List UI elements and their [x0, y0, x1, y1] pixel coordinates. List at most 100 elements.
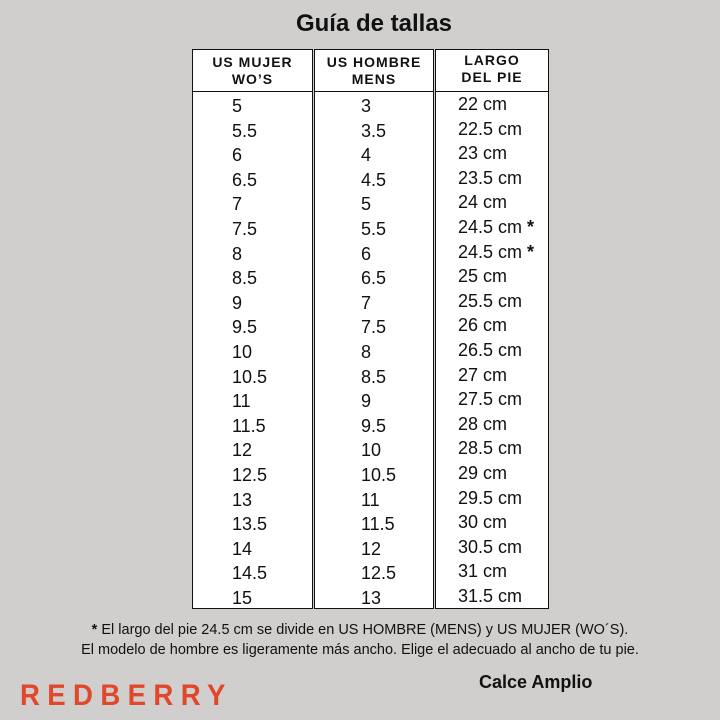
cell-value: 22.5 cm: [458, 118, 523, 139]
table-cell: 22 cm: [436, 92, 548, 117]
cell-value: 25.5 cm: [458, 290, 523, 311]
table-cell: 26 cm: [436, 313, 548, 338]
table-cell: 23.5 cm: [436, 166, 548, 191]
table-cell: 31 cm: [436, 559, 548, 584]
table-cell: 28 cm: [436, 412, 548, 437]
cell-value: 9: [232, 292, 243, 313]
cell-value: 5: [232, 96, 243, 116]
header-line: WO’S: [231, 70, 274, 87]
cell-value: 23 cm: [458, 143, 508, 164]
table-cell: 5.5: [193, 119, 312, 144]
header-us-mujer: US MUJER WO’S: [192, 49, 313, 92]
table-cell: 10: [193, 340, 312, 365]
cell-value: 9.5: [232, 317, 258, 338]
cell-value: 12: [361, 538, 382, 559]
cell-value: 30.5 cm: [458, 536, 523, 557]
cell-value: 28 cm: [458, 413, 508, 434]
cell-value: 14.5: [232, 563, 268, 584]
cell-value: 26 cm: [458, 315, 508, 336]
cell-value: 10: [361, 440, 382, 461]
cell-value: 4.5: [361, 169, 387, 190]
table-cell: 14: [193, 537, 312, 562]
cell-value: 5: [361, 194, 372, 215]
table-cell: 12: [315, 537, 433, 562]
table-cell: 26.5 cm: [436, 338, 548, 363]
table-cell: 30 cm: [436, 510, 548, 535]
table-cell: 5.5: [315, 217, 433, 242]
cell-value: 10.5: [361, 464, 397, 485]
table-cell: 13.5: [193, 512, 312, 537]
table-cell: 3: [315, 94, 433, 119]
cell-value: 31 cm: [458, 561, 508, 582]
column-us-hombre: 3 3.5 4 4.5 5 5.5 6 6.5 7 7.5 8 8.5 9 9.5 10 10.5 11 11.5…: [314, 91, 434, 609]
cell-value: 13: [232, 489, 253, 510]
table-cell: 6.5: [193, 168, 312, 193]
table-cell: 9.5: [193, 315, 312, 340]
cell-value: 24.5 cm: [458, 241, 523, 262]
table-cell: 11.5: [315, 512, 433, 537]
table-cell: 7: [193, 192, 312, 217]
asterisk-mark: *: [527, 241, 535, 262]
header-largo-pie: LARGO DEL PIE: [435, 49, 549, 92]
table-cell: 6.5: [315, 266, 433, 291]
cell-value: 27 cm: [458, 364, 508, 385]
table-cell: 4.5: [315, 168, 433, 193]
table-cell: 8.5: [193, 266, 312, 291]
table-cell: 24.5 cm *: [436, 215, 548, 240]
asterisk-mark: *: [527, 216, 535, 237]
cell-value: 22 cm: [458, 94, 508, 114]
cell-value: 13.5: [232, 514, 268, 535]
cell-value: 4: [361, 145, 372, 166]
footnote-text: El largo del pie 24.5 cm se divide en US…: [97, 622, 629, 638]
table-cell: 9: [193, 291, 312, 316]
table-cell: 27.5 cm: [436, 387, 548, 412]
table-cell: 31.5 cm: [436, 584, 548, 609]
table-cell: 23 cm: [436, 141, 548, 166]
cell-value: 8: [361, 341, 372, 362]
table-cell: 11: [315, 488, 433, 513]
cell-value: 6.5: [232, 169, 258, 190]
header-line: DEL PIE: [461, 69, 523, 85]
fit-label: Calce Amplio: [479, 672, 593, 692]
table-cell: 5: [193, 94, 312, 119]
table-cell: 7: [315, 291, 433, 316]
table-cell: 11.5: [193, 414, 312, 439]
table-cell: 8: [315, 340, 433, 365]
table-cell: 29.5 cm: [436, 486, 548, 511]
table-cell: 11: [193, 389, 312, 414]
table-cell: 7.5: [315, 315, 433, 340]
cell-value: 29.5 cm: [458, 487, 523, 508]
table-cell: 12.5: [193, 463, 312, 488]
table-cell: 24.5 cm *: [436, 240, 548, 265]
cell-value: 10.5: [232, 366, 268, 387]
page-title: Guía de tallas: [295, 10, 453, 37]
column-largo-pie: 22 cm 22.5 cm 23 cm 23.5 cm 24 cm 24.5 cm * 24…: [435, 91, 549, 609]
table-cell: 24 cm: [436, 190, 548, 215]
cell-value: 6: [361, 243, 372, 264]
cell-value: 3: [361, 96, 372, 116]
cell-value: 24.5 cm: [458, 216, 523, 237]
cell-value: 11.5: [232, 415, 266, 436]
cell-value: 26.5 cm: [458, 339, 523, 360]
asterisk: *: [91, 622, 98, 638]
table-cell: 7.5: [193, 217, 312, 242]
header-us-hombre: US HOMBRE MENS: [314, 49, 434, 92]
table-cell: 25.5 cm: [436, 289, 548, 314]
table-cell: 6: [315, 242, 433, 267]
cell-value: 23.5 cm: [458, 167, 523, 188]
cell-value: 12.5: [361, 563, 397, 584]
cell-value: 25 cm: [458, 266, 508, 287]
table-cell: 22.5 cm: [436, 117, 548, 142]
table-cell: 10.5: [315, 463, 433, 488]
table-cell: 13: [193, 488, 312, 513]
footnote-line-1: * El largo del pie 24.5 cm se divide en …: [0, 622, 720, 638]
table-cell: 30.5 cm: [436, 535, 548, 560]
table-cell: 14.5: [193, 561, 312, 586]
cell-value: 14: [232, 538, 253, 559]
cell-value: 9: [361, 391, 372, 412]
table-cell: 12.5: [315, 561, 433, 586]
header-line: MENS: [351, 70, 397, 87]
cell-value: 10: [232, 341, 253, 362]
cell-value: 8: [232, 243, 243, 264]
cell-value: 6.5: [361, 268, 387, 289]
